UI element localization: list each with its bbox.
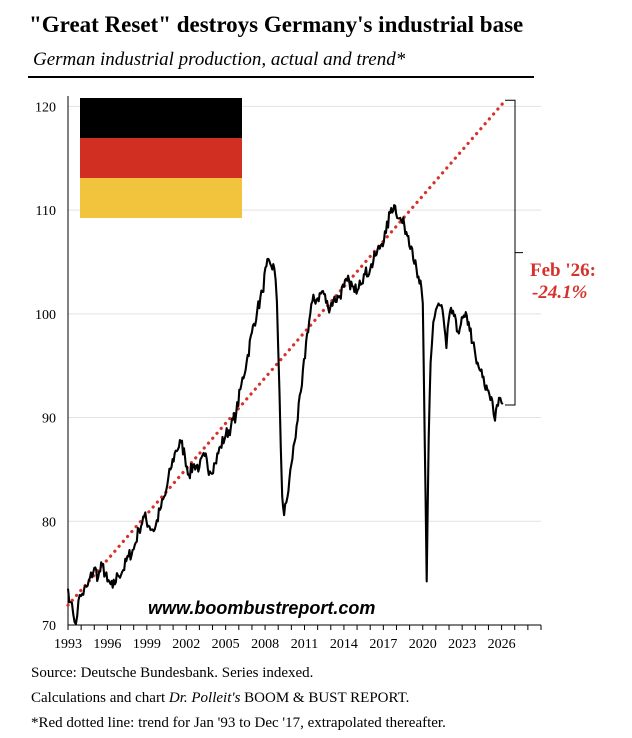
y-tick-label: 120	[35, 100, 56, 115]
footer-source: Source: Deutsche Bundesbank. Series inde…	[31, 665, 314, 681]
trend-line	[66, 101, 505, 607]
flag-stripe	[80, 98, 242, 138]
x-tick-label: 2011	[291, 637, 318, 652]
annotation-date: Feb '26:	[530, 260, 596, 281]
x-tick-label: 2017	[369, 637, 397, 652]
chart-subtitle: German industrial production, actual and…	[33, 49, 406, 70]
footer-calculations: Calculations and chart Dr. Polleit's BOO…	[31, 690, 409, 707]
chart-title: "Great Reset" destroys Germany's industr…	[29, 12, 524, 37]
watermark-url: www.boombustreport.com	[148, 598, 375, 618]
y-tick-label: 80	[42, 515, 56, 530]
y-tick-label: 90	[42, 412, 56, 427]
trend-series	[66, 101, 505, 607]
x-tick-label: 2014	[330, 637, 358, 652]
x-tick-label: 2008	[251, 637, 279, 652]
footer-calc-suffix: BOOM & BUST REPORT.	[240, 690, 410, 706]
flag-stripe	[80, 178, 242, 218]
actual-series	[66, 204, 504, 626]
x-tick-label: 2002	[172, 637, 200, 652]
y-tick-label: 70	[42, 619, 56, 634]
flag-stripe	[80, 138, 242, 178]
x-tick-label: 2020	[409, 637, 437, 652]
footer-calc-author: Dr. Polleit's	[168, 690, 241, 706]
annotation-change: -24.1%	[532, 282, 587, 303]
x-tick-label: 1993	[54, 637, 82, 652]
footer-note: *Red dotted line: trend for Jan '93 to D…	[31, 715, 446, 731]
actual-line	[66, 204, 504, 626]
chart-svg: 70 80 90 100 110 120 1993 1996 1999 2002 2005 2008…	[35, 96, 596, 652]
bracket-line	[505, 99, 523, 406]
annotations: Feb '26:-24.1% www.boombustreport.com	[148, 260, 596, 618]
gap-bracket	[505, 99, 523, 406]
title-rule	[28, 76, 534, 78]
y-axis: 70 80 90 100 110 120	[35, 96, 69, 634]
footer-calc-prefix: Calculations and chart	[31, 690, 169, 706]
x-tick-label: 1996	[93, 637, 121, 652]
y-tick-label: 100	[35, 308, 56, 323]
german-flag	[80, 98, 242, 218]
x-tick-label: 2026	[488, 637, 516, 652]
x-tick-label: 2005	[212, 637, 240, 652]
y-tick-label: 110	[36, 204, 56, 219]
x-axis: 1993 1996 1999 2002 2005 2008 2011 2014 2017 2020…	[54, 624, 542, 652]
x-tick-label: 2023	[448, 637, 476, 652]
x-tick-label: 1999	[133, 637, 161, 652]
